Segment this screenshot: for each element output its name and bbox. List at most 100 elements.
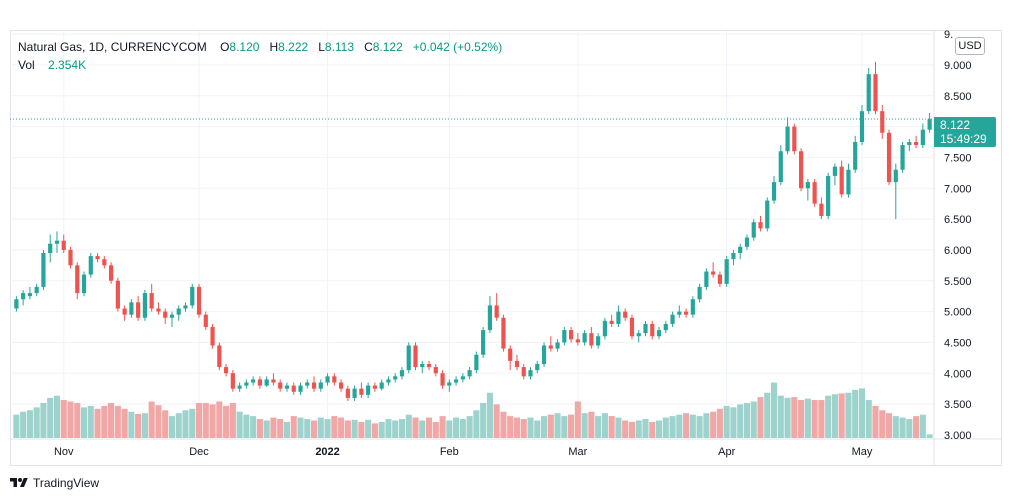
volume-bar xyxy=(189,408,196,438)
candle-body xyxy=(623,311,628,318)
candle-body xyxy=(650,323,655,337)
candle-body xyxy=(203,314,208,327)
candle-body xyxy=(880,111,885,133)
candle-body xyxy=(426,364,432,368)
volume-bar xyxy=(716,408,723,438)
volume-bar xyxy=(493,404,500,438)
volume-bar xyxy=(737,404,744,438)
high-value: 8.222 xyxy=(278,40,309,54)
volume-bar xyxy=(858,388,866,438)
candle-body xyxy=(223,367,229,374)
candle-body xyxy=(805,182,810,189)
volume-bar xyxy=(757,397,764,438)
volume-bar xyxy=(74,402,81,438)
volume-bar xyxy=(168,416,176,438)
volume-bar xyxy=(804,398,811,438)
candle-body xyxy=(629,317,635,337)
volume-bar xyxy=(47,397,54,438)
candle-body xyxy=(433,367,438,374)
candle-body xyxy=(886,132,892,183)
currency-button[interactable]: USD xyxy=(955,37,985,55)
volume-bar xyxy=(223,405,230,438)
candle-body xyxy=(704,271,709,287)
candle-body xyxy=(163,311,168,318)
candle-body xyxy=(582,333,587,343)
candle-body xyxy=(474,354,479,371)
candle-body xyxy=(501,317,506,349)
candle-body xyxy=(217,345,222,368)
candle-body xyxy=(332,376,337,383)
candle-body xyxy=(893,169,898,183)
candle-body xyxy=(859,111,865,142)
candle-body xyxy=(115,280,120,309)
candle-body xyxy=(169,314,175,318)
candle-body xyxy=(778,151,783,183)
volume-bar xyxy=(304,419,311,438)
close-value: 8.122 xyxy=(372,40,403,54)
candle-body xyxy=(866,74,871,112)
volume-bar xyxy=(40,402,47,438)
volume-bar xyxy=(378,421,385,438)
volume-bar xyxy=(317,417,324,438)
candle-body xyxy=(596,336,601,346)
candle-body xyxy=(724,259,729,284)
volume-bar xyxy=(885,413,893,438)
candle-body xyxy=(440,373,445,386)
candle-body xyxy=(568,330,574,340)
volume-bar xyxy=(108,402,115,438)
candle-body xyxy=(758,222,763,229)
x-tick-label: Dec xyxy=(189,446,209,458)
volume-bar xyxy=(101,405,108,438)
volume-bar xyxy=(527,417,534,438)
footer[interactable]: TradingView xyxy=(10,473,99,493)
candle-body xyxy=(616,311,621,324)
candle-body xyxy=(244,382,249,386)
candle-body xyxy=(27,293,33,297)
volume-bar xyxy=(723,405,730,438)
open-value: 8.120 xyxy=(229,40,260,54)
candle-body xyxy=(156,308,161,312)
volume-bar xyxy=(216,401,223,438)
candle-body xyxy=(284,385,290,389)
candle-body xyxy=(528,370,533,377)
chart-legend: Natural Gas, 1D, CURRENCYCOM O8.120 H8.2… xyxy=(18,38,502,74)
candle-body xyxy=(210,327,215,346)
candle-body xyxy=(812,182,817,204)
candle-body xyxy=(61,240,66,250)
y-tick-label: 7.500 xyxy=(944,152,972,164)
candle-body xyxy=(54,240,60,244)
volume-bar xyxy=(574,401,581,438)
volume-bar xyxy=(365,419,372,438)
volume-bar xyxy=(67,401,74,438)
volume-bar xyxy=(250,416,257,438)
candle-body xyxy=(102,259,107,266)
volume-bar xyxy=(155,405,162,438)
volume-bar xyxy=(608,416,615,438)
candle-body xyxy=(338,382,344,389)
volume-bar xyxy=(277,419,284,438)
volume-bar xyxy=(148,401,155,438)
volume-bar xyxy=(561,416,568,438)
candle-body xyxy=(589,333,594,346)
candle-body xyxy=(311,382,317,389)
candle-body xyxy=(738,246,743,253)
candle-body xyxy=(731,253,736,260)
volume-bar xyxy=(676,414,683,438)
volume-bar xyxy=(425,417,433,438)
candle-body xyxy=(264,379,269,386)
candle-body xyxy=(677,311,682,315)
symbol-title[interactable]: Natural Gas, 1D, CURRENCYCOM xyxy=(18,40,207,54)
volume-bar xyxy=(466,416,473,438)
candle-body xyxy=(176,308,181,315)
candle-body xyxy=(656,330,662,337)
volume-bar xyxy=(568,414,575,438)
volume-bar xyxy=(899,417,906,438)
candle-body xyxy=(393,376,398,380)
tradingview-logo-icon xyxy=(10,478,28,487)
volume-label[interactable]: Vol xyxy=(18,58,35,72)
candle-body xyxy=(785,126,790,152)
candle-body xyxy=(771,182,777,201)
volume-bar xyxy=(872,405,879,438)
candle-body xyxy=(900,145,905,170)
